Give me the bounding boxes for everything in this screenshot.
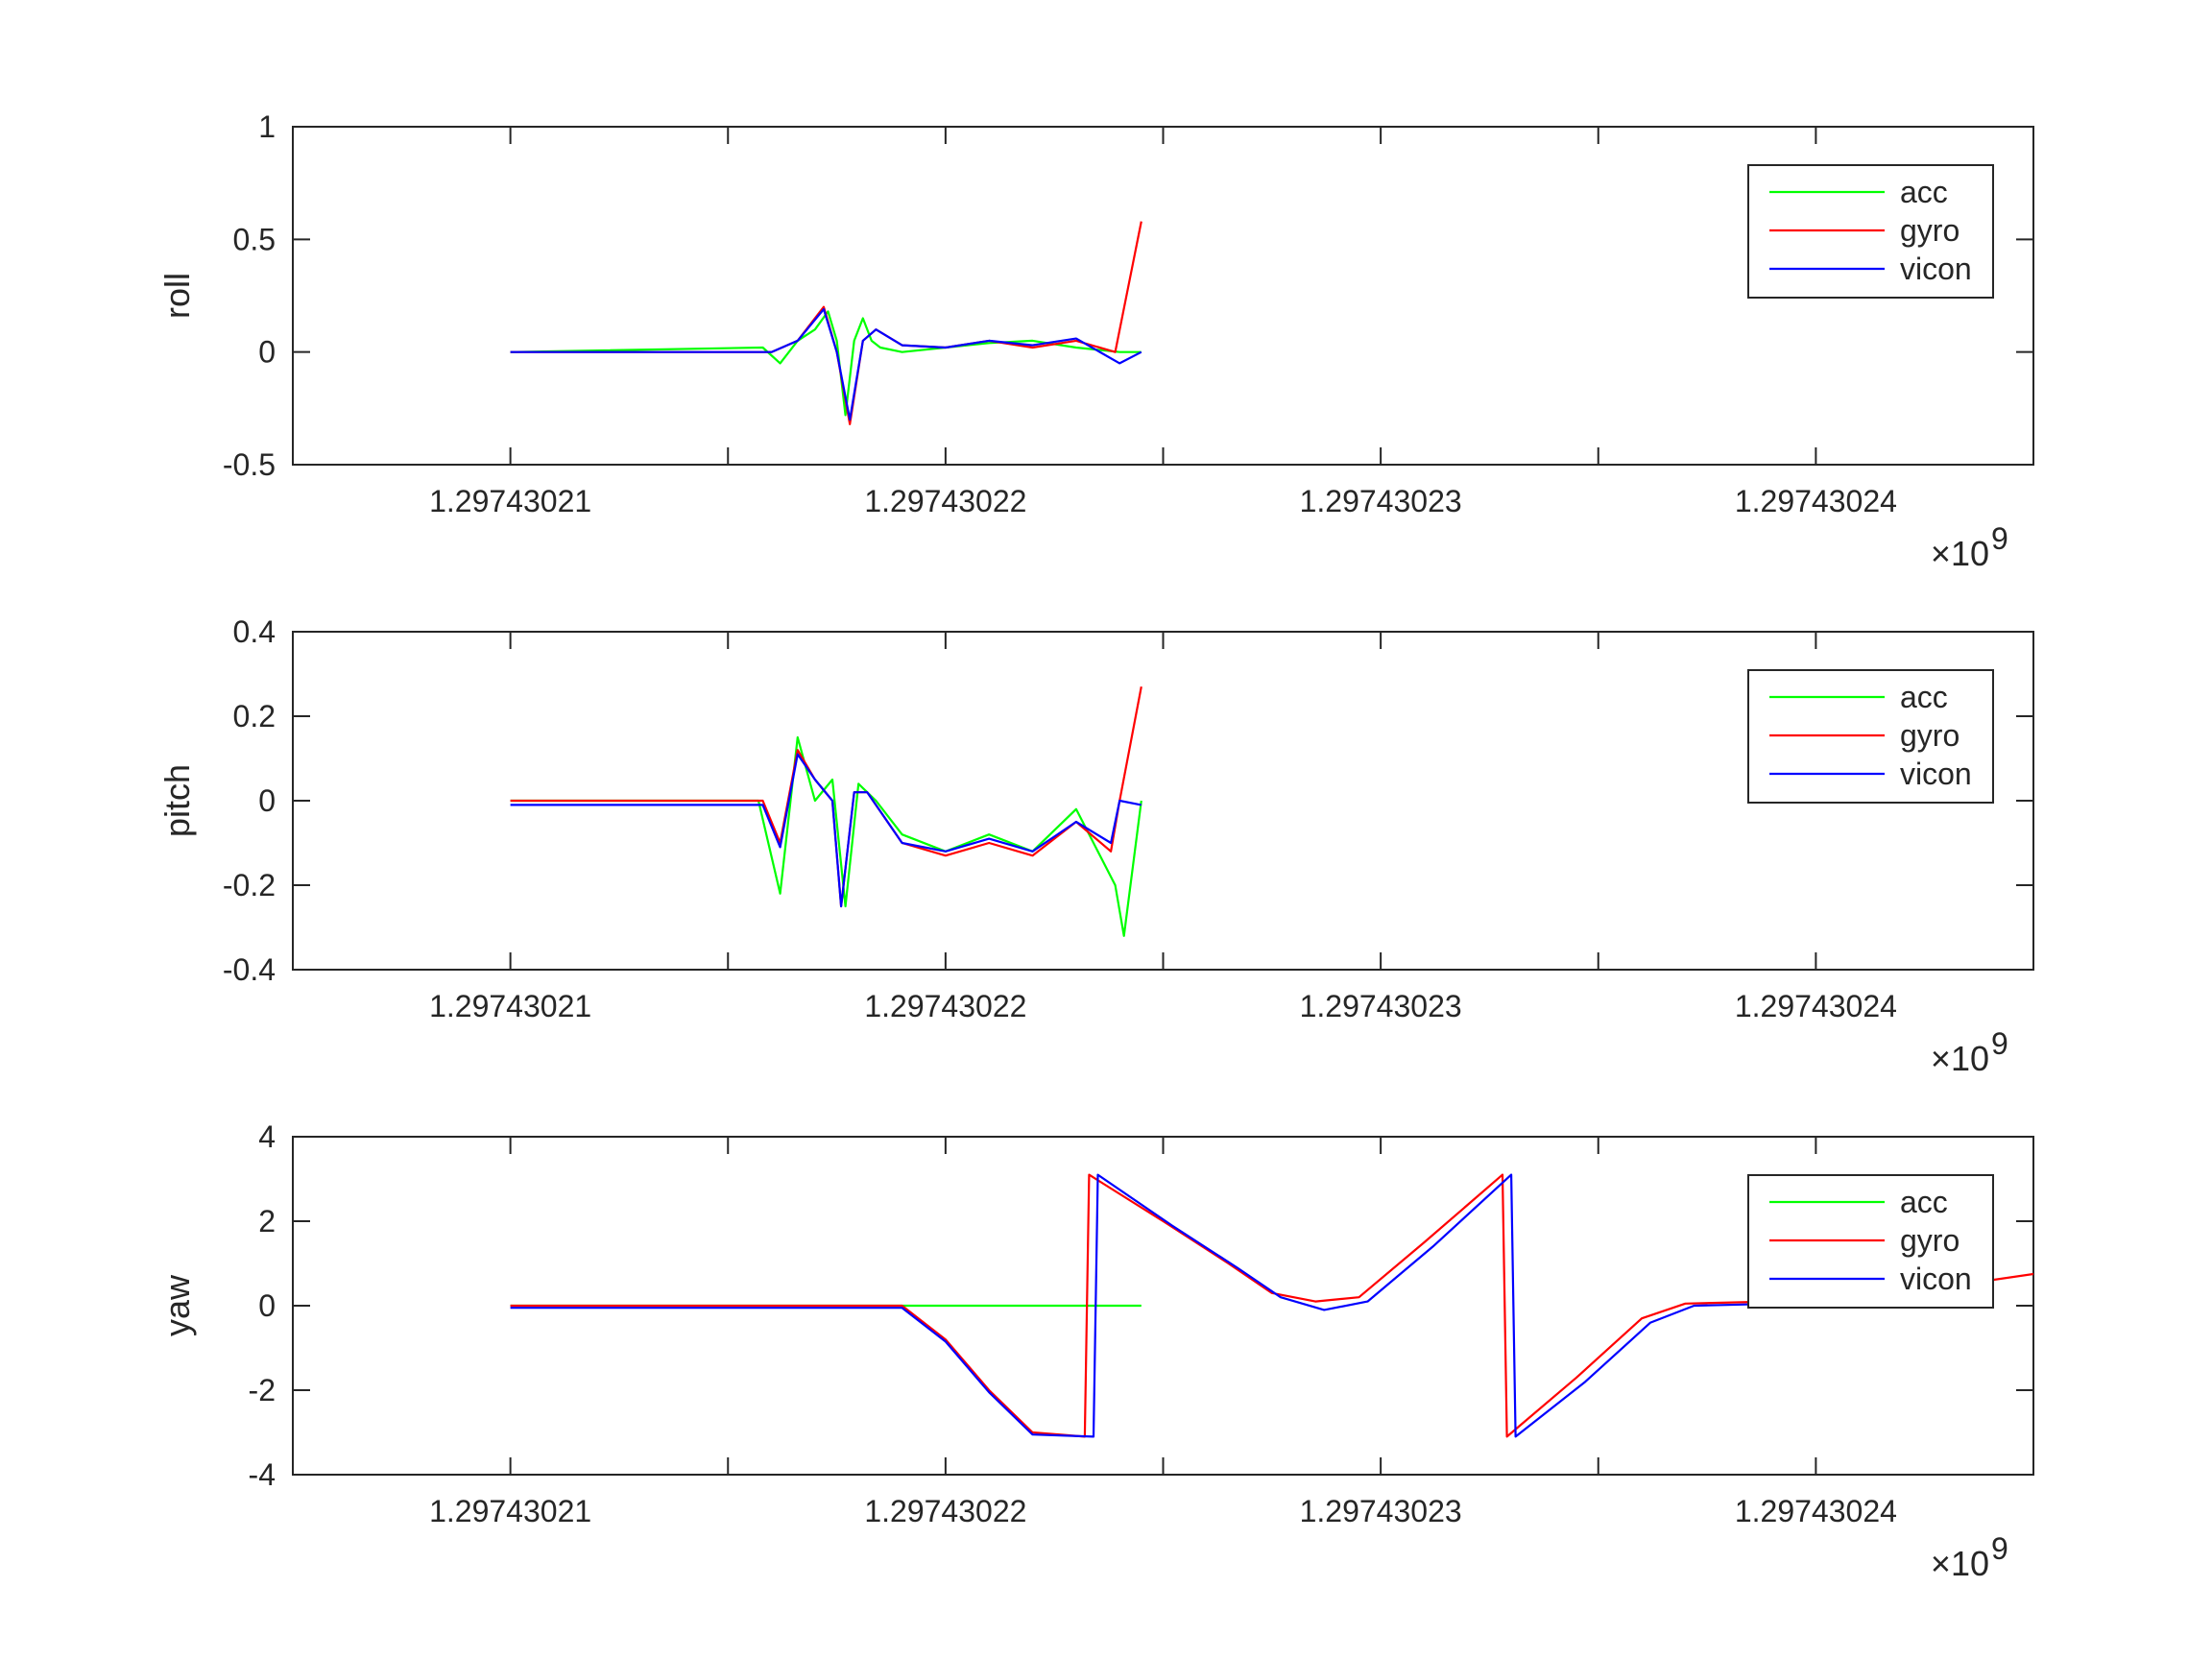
y-tick-label: 4: [258, 1119, 276, 1154]
y-axis-label: yaw: [157, 1274, 197, 1336]
legend: acc gyro vicon: [1747, 669, 1994, 804]
x-exponent-label: ×10: [1931, 1039, 1989, 1078]
x-tick-label: 1.29743024: [1735, 989, 1897, 1023]
legend-label-vicon: vicon: [1900, 252, 1972, 286]
subplot-roll: -0.5 0 0.5 1 1.29743021 1.29743022 1.29743023 1…: [157, 109, 2034, 573]
legend-label-vicon: vicon: [1900, 1262, 1972, 1296]
y-tick-label: 0.5: [233, 222, 276, 256]
series-group: [510, 1173, 2033, 1438]
y-tick-label: -2: [249, 1373, 276, 1407]
y-tick-label: 2: [258, 1204, 276, 1238]
x-tick-label: 1.29743023: [1300, 1494, 1462, 1528]
series-line-vicon: [510, 1173, 1868, 1438]
subplot-yaw: -4 -2 0 2 4 1.29743021 1.29743022 1.29743023 1.2…: [157, 1119, 2034, 1583]
y-tick-label: 0.2: [233, 699, 276, 733]
legend-label-vicon: vicon: [1900, 757, 1972, 791]
x-exponent-power: 9: [1991, 1531, 2008, 1566]
y-tick-label: 1: [258, 109, 276, 144]
y-tick-label: -4: [249, 1457, 276, 1492]
subplot-pitch: -0.4 -0.2 0 0.2 0.4 1.29743021 1.29743022 1.297…: [157, 614, 2034, 1078]
y-tick-label: -0.2: [223, 868, 276, 902]
x-tick-label: 1.29743023: [1300, 484, 1462, 518]
series-group: [510, 685, 1142, 937]
x-tick-label: 1.29743022: [864, 484, 1026, 518]
y-tick-label: 0: [258, 335, 276, 370]
x-tick-label: 1.29743022: [864, 989, 1026, 1023]
legend-label-acc: acc: [1900, 680, 1948, 714]
legend: acc gyro vicon: [1747, 1174, 1994, 1309]
legend-label-acc: acc: [1900, 175, 1948, 209]
y-tick-label: 0: [258, 783, 276, 818]
x-tick-label: 1.29743021: [429, 1494, 591, 1528]
y-tick-label: -0.5: [223, 447, 276, 482]
legend: acc gyro vicon: [1747, 164, 1994, 299]
x-exponent-label: ×10: [1931, 534, 1989, 573]
legend-label-gyro: gyro: [1900, 213, 1960, 248]
y-axis-label: roll: [157, 273, 197, 319]
x-tick-label: 1.29743021: [429, 484, 591, 518]
legend-label-gyro: gyro: [1900, 718, 1960, 753]
x-tick-label: 1.29743022: [864, 1494, 1026, 1528]
y-tick-label: 0.4: [233, 614, 276, 649]
series-group: [510, 221, 1142, 425]
x-tick-label: 1.29743023: [1300, 989, 1462, 1023]
series-line-vicon: [510, 753, 1142, 908]
x-exponent-power: 9: [1991, 521, 2008, 556]
axes-box: [292, 126, 2034, 466]
y-axis-label: pitch: [157, 764, 197, 837]
legend-label-acc: acc: [1900, 1185, 1948, 1219]
x-exponent-label: ×10: [1931, 1544, 1989, 1583]
y-tick-label: -0.4: [223, 952, 276, 987]
y-tick-label: 0: [258, 1288, 276, 1323]
subplots: -0.5 0 0.5 1 1.29743021 1.29743022 1.29743023 1…: [157, 109, 2034, 1583]
legend-label-gyro: gyro: [1900, 1223, 1960, 1258]
x-exponent-power: 9: [1991, 1026, 2008, 1061]
x-tick-label: 1.29743021: [429, 989, 591, 1023]
x-tick-label: 1.29743024: [1735, 484, 1897, 518]
x-tick-label: 1.29743024: [1735, 1494, 1897, 1528]
series-line-vicon: [510, 308, 1142, 421]
series-line-gyro: [510, 1173, 2033, 1438]
